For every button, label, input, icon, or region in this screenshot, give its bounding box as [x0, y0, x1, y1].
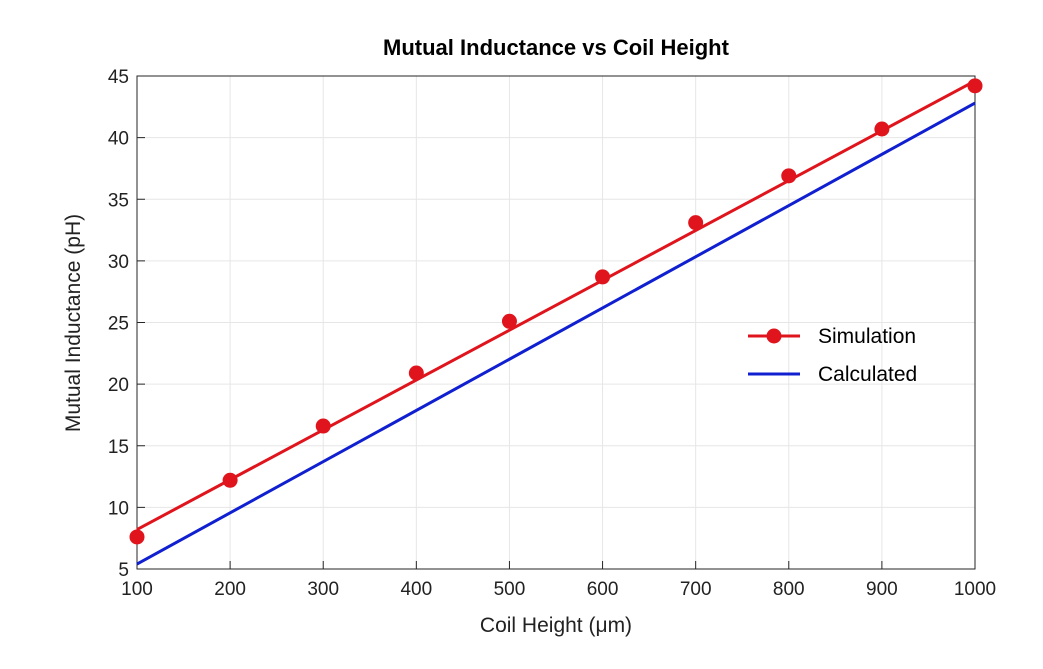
chart-title: Mutual Inductance vs Coil Height	[383, 35, 730, 60]
simulation-point	[688, 215, 704, 231]
y-tick-label: 15	[108, 437, 129, 458]
y-tick-label: 35	[108, 190, 129, 211]
x-axis: 100 200 300 400 500 600 700 800 900 1000	[121, 561, 996, 600]
x-tick-label: 700	[680, 579, 712, 600]
simulation-point	[595, 269, 611, 285]
legend-label-simulation: Simulation	[818, 325, 916, 348]
legend: Simulation Calculated	[748, 325, 917, 386]
x-tick-label: 900	[866, 579, 898, 600]
x-tick-label: 600	[587, 579, 619, 600]
y-tick-label: 45	[108, 67, 129, 88]
simulation-point	[222, 472, 238, 488]
x-tick-label: 100	[121, 579, 153, 600]
y-axis: 5 10 15 20 25 30 35 40 45	[108, 67, 145, 581]
series-line-calculated	[136, 101, 976, 566]
simulation-point	[781, 168, 797, 184]
x-tick-label: 300	[307, 579, 339, 600]
x-tick-label: 400	[400, 579, 432, 600]
series-layer	[129, 78, 983, 566]
legend-label-calculated: Calculated	[818, 363, 917, 386]
simulation-point	[129, 529, 145, 545]
simulation-point	[408, 365, 424, 381]
simulation-point	[967, 78, 983, 94]
x-tick-label: 200	[214, 579, 246, 600]
simulation-point	[874, 121, 890, 137]
x-tick-label: 800	[773, 579, 805, 600]
y-tick-label: 20	[108, 375, 129, 396]
x-axis-label: Coil Height (μm)	[480, 614, 632, 637]
y-tick-label: 25	[108, 314, 129, 335]
y-tick-label: 5	[118, 560, 129, 581]
series-line-simulation	[136, 79, 976, 531]
y-axis-label: Mutual Inductance (pH)	[62, 214, 85, 432]
y-tick-label: 40	[108, 129, 129, 150]
y-tick-label: 30	[108, 252, 129, 273]
x-tick-label: 500	[494, 579, 526, 600]
simulation-point	[501, 313, 517, 329]
simulation-point	[315, 418, 331, 434]
y-tick-label: 10	[108, 498, 129, 519]
legend-marker-simulation	[766, 328, 782, 344]
x-tick-label: 1000	[954, 579, 996, 600]
